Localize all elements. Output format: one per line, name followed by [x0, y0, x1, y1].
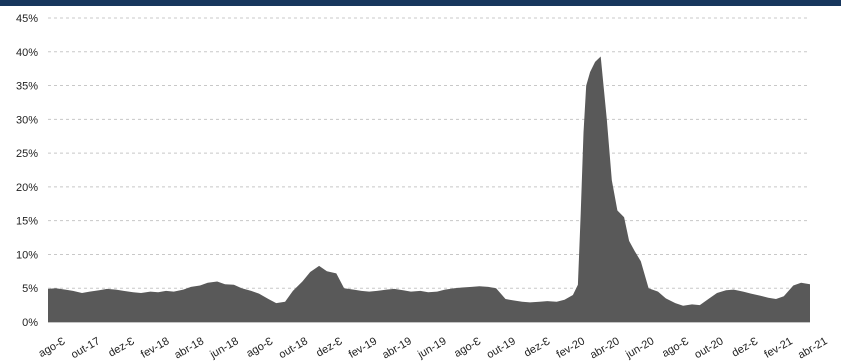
x-tick-label: abr-21	[796, 335, 830, 361]
y-tick-label: 10%	[16, 249, 38, 261]
x-tick-label: out-19	[485, 335, 518, 361]
area-series	[48, 56, 810, 322]
y-tick-label: 35%	[16, 81, 38, 93]
y-tick-label: 45%	[16, 13, 38, 25]
x-tick-label: abr-20	[588, 335, 622, 361]
x-tick-label: fev-18	[139, 335, 171, 361]
x-tick-label: jun-20	[623, 335, 656, 361]
x-tick-label: out-17	[69, 335, 102, 361]
top-header-bar	[0, 0, 841, 6]
x-tick-label: dez-Ɛ	[106, 335, 137, 360]
y-tick-label: 15%	[16, 216, 38, 228]
y-tick-label: 40%	[16, 47, 38, 59]
series-area	[48, 56, 810, 322]
y-tick-label: 5%	[22, 283, 38, 295]
y-axis-ticks: 0% 5% 10% 15% 20% 25% 30% 35% 40% 45%	[16, 13, 38, 329]
x-tick-label: ago-Ɛ	[660, 335, 691, 360]
x-tick-label: fev-19	[347, 335, 379, 361]
y-tick-label: 30%	[16, 114, 38, 126]
x-tick-label: fev-21	[762, 335, 794, 361]
y-tick-label: 20%	[16, 182, 38, 194]
x-tick-label: jun-19	[415, 335, 448, 361]
x-axis-ticks: ago-Ɛ out-17 dez-Ɛ fev-18 abr-18 jun-18 ago-Ɛ o…	[37, 335, 830, 361]
grid-lines	[48, 17, 810, 323]
x-tick-label: dez-Ɛ	[314, 335, 345, 360]
x-tick-label: ago-Ɛ	[37, 335, 68, 360]
x-tick-label: dez-Ɛ	[730, 335, 761, 360]
x-tick-label: dez-Ɛ	[522, 335, 553, 360]
x-tick-label: ago-Ɛ	[244, 335, 275, 360]
x-tick-label: abr-18	[173, 335, 207, 361]
x-tick-label: fev-20	[555, 335, 587, 361]
y-tick-label: 25%	[16, 148, 38, 160]
y-tick-label: 0%	[22, 317, 38, 329]
x-tick-label: abr-19	[380, 335, 414, 361]
x-tick-label: jun-18	[207, 335, 240, 361]
x-tick-label: out-18	[277, 335, 310, 361]
x-tick-label: ago-Ɛ	[452, 335, 483, 360]
x-tick-label: out-20	[693, 335, 726, 361]
